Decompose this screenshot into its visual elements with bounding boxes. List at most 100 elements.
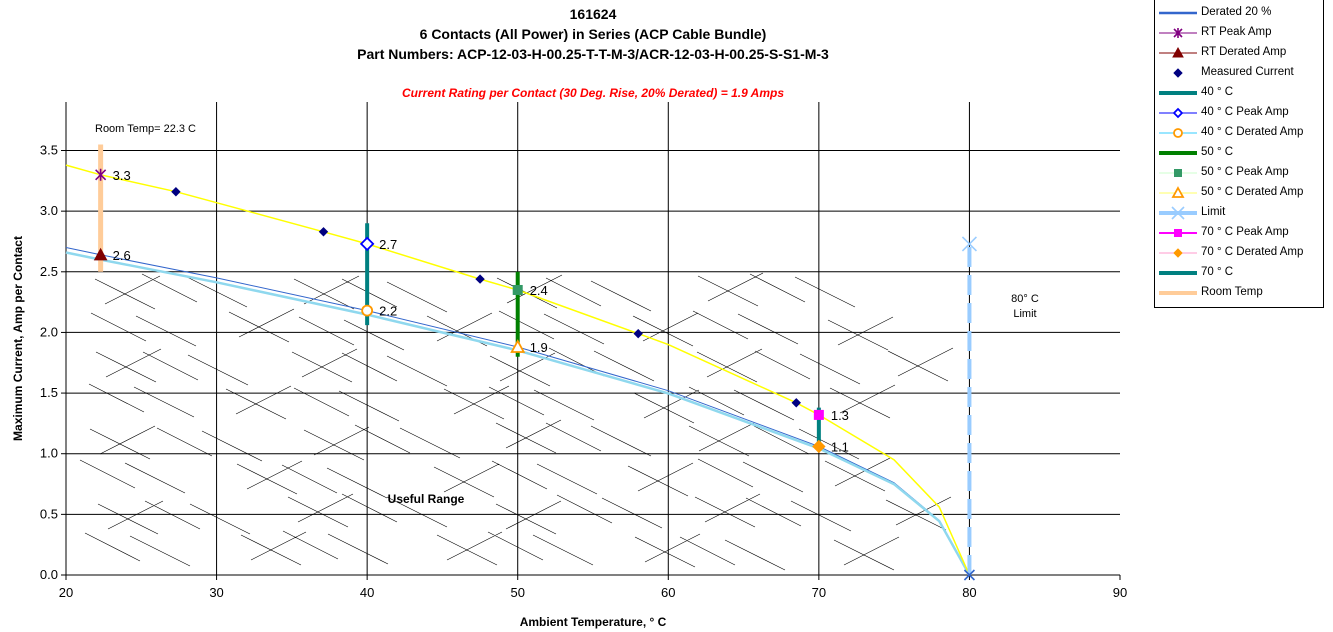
legend-symbol-10 bbox=[1159, 206, 1197, 220]
legend-item-14: Room Temp bbox=[1155, 283, 1325, 303]
x-tick-label-80: 80 bbox=[962, 585, 976, 600]
legend-item-6: 40 ° C Derated Amp bbox=[1155, 123, 1325, 143]
derated-40-point bbox=[361, 304, 374, 317]
legend-marker-1-shape bbox=[1173, 28, 1183, 38]
legend-item-2: RT Derated Amp bbox=[1155, 43, 1325, 63]
x-tick-label-30: 30 bbox=[209, 585, 223, 600]
series-limit-marker-bottom bbox=[963, 569, 975, 581]
peak-40-point-shape bbox=[359, 236, 375, 252]
legend-marker-2-shape bbox=[1172, 46, 1184, 58]
legend-marker-11 bbox=[1174, 229, 1182, 237]
data-label-2: 2.7 bbox=[379, 237, 397, 252]
measured-point-3-shape bbox=[633, 328, 643, 339]
x-tick-label-90: 90 bbox=[1113, 585, 1127, 600]
legend-symbol-3 bbox=[1173, 68, 1183, 78]
legend-label-7: 50 ° C bbox=[1201, 146, 1234, 158]
legend-marker-12 bbox=[1173, 248, 1183, 258]
legend-label-8: 50 ° C Peak Amp bbox=[1201, 166, 1289, 178]
y-tick-label-3.0: 3.0 bbox=[40, 203, 58, 218]
y-tick-label-3.5: 3.5 bbox=[40, 143, 58, 158]
chart-title-line-2: 6 Contacts (All Power) in Series (ACP Ca… bbox=[419, 26, 767, 42]
legend-marker-8 bbox=[1174, 169, 1182, 177]
data-label-6: 1.3 bbox=[831, 408, 849, 423]
legend-marker-9 bbox=[1171, 186, 1185, 198]
legend-label-12: 70 ° C Derated Amp bbox=[1201, 246, 1304, 258]
legend-item-8: 50 ° C Peak Amp bbox=[1155, 163, 1325, 183]
legend-symbol-14 bbox=[1159, 291, 1197, 295]
legend-marker-10 bbox=[1171, 206, 1185, 220]
annotation-useful-range: Useful Range bbox=[388, 492, 465, 506]
legend-label-5: 40 ° C Peak Amp bbox=[1201, 106, 1289, 118]
peak-50-point bbox=[512, 284, 523, 295]
measured-point-2 bbox=[475, 274, 485, 284]
legend-symbol-6 bbox=[1159, 128, 1197, 138]
measured-point-1 bbox=[318, 227, 329, 237]
peak-70-point-shape bbox=[813, 409, 824, 420]
measured-point-1-shape bbox=[318, 227, 329, 237]
legend-symbol-5 bbox=[1159, 107, 1197, 119]
legend-item-9: 50 ° C Derated Amp bbox=[1155, 183, 1325, 203]
legend-label-9: 50 ° C Derated Amp bbox=[1201, 186, 1304, 198]
chart-title-line-1: 161624 bbox=[569, 6, 617, 22]
derated-70-point-shape bbox=[812, 439, 826, 454]
legend-symbol-8 bbox=[1159, 169, 1197, 177]
legend-marker-6-shape bbox=[1173, 128, 1183, 138]
legend-label-13: 70 ° C bbox=[1201, 266, 1234, 278]
legend-symbol-0 bbox=[1159, 11, 1197, 15]
y-tick-label-0.5: 0.5 bbox=[40, 506, 58, 521]
series-derated-20-shade bbox=[65, 251, 971, 576]
y-tick-label-2.5: 2.5 bbox=[40, 264, 58, 279]
derated-70-point bbox=[812, 439, 826, 454]
legend-label-4: 40 ° C bbox=[1201, 86, 1234, 98]
legend-label-6: 40 ° C Derated Amp bbox=[1201, 126, 1304, 138]
legend-symbol-1 bbox=[1159, 28, 1197, 38]
legend-label-1: RT Peak Amp bbox=[1201, 26, 1272, 38]
measured-point-3 bbox=[633, 328, 643, 339]
legend-marker-10-shape bbox=[1171, 206, 1185, 220]
legend-marker-8-shape bbox=[1174, 169, 1182, 177]
data-label-1: 2.6 bbox=[113, 248, 131, 263]
measured-point-0 bbox=[171, 187, 181, 197]
legend-marker-2 bbox=[1172, 46, 1184, 58]
x-tick-label-60: 60 bbox=[661, 585, 675, 600]
chart-title-line-3: Part Numbers: ACP-12-03-H-00.25-T-T-M-3/… bbox=[357, 46, 829, 62]
legend-symbol-4 bbox=[1159, 91, 1197, 95]
measured-point-0-shape bbox=[171, 187, 181, 197]
legend-item-13: 70 ° C bbox=[1155, 263, 1325, 283]
derated-40-point-shape bbox=[361, 304, 374, 317]
y-tick-label-1.0: 1.0 bbox=[40, 446, 58, 461]
y-tick-label-1.5: 1.5 bbox=[40, 385, 58, 400]
legend-symbol-9 bbox=[1159, 186, 1197, 198]
measured-point-4-shape bbox=[791, 398, 801, 408]
legend-marker-9-shape bbox=[1171, 186, 1185, 198]
x-tick-label-70: 70 bbox=[812, 585, 826, 600]
data-label-4: 2.4 bbox=[530, 283, 548, 298]
peak-70-point bbox=[813, 409, 824, 420]
y-tick-label-0.0: 0.0 bbox=[40, 567, 58, 582]
annotation-80c: 80° C bbox=[1011, 293, 1039, 305]
legend-item-5: 40 ° C Peak Amp bbox=[1155, 103, 1325, 123]
x-axis-label: Ambient Temperature, ° C bbox=[520, 615, 667, 629]
legend-item-7: 50 ° C bbox=[1155, 143, 1325, 163]
rt-derated-point-shape bbox=[93, 247, 108, 261]
legend-marker-5-shape bbox=[1172, 107, 1184, 119]
legend-symbol-13 bbox=[1159, 271, 1197, 275]
rt-peak-point bbox=[95, 168, 107, 181]
legend-label-14: Room Temp bbox=[1201, 286, 1263, 298]
x-tick-label-40: 40 bbox=[360, 585, 374, 600]
measured-point-2-shape bbox=[475, 274, 485, 284]
rt-peak-point-shape bbox=[95, 168, 107, 181]
peak-40-point bbox=[359, 236, 375, 252]
legend-item-12: 70 ° C Derated Amp bbox=[1155, 243, 1325, 263]
legend-item-0: Derated 20 % bbox=[1155, 3, 1325, 23]
series-limit-marker-top-shape bbox=[961, 236, 977, 252]
derated-50-point bbox=[510, 339, 526, 353]
measured-point-4 bbox=[791, 398, 801, 408]
legend-item-10: Limit bbox=[1155, 203, 1325, 223]
legend-symbol-7 bbox=[1159, 151, 1197, 155]
annotation-limit: Limit bbox=[1013, 308, 1036, 320]
legend-marker-5 bbox=[1172, 107, 1184, 119]
series-limit-marker-top bbox=[961, 236, 977, 252]
legend-label-10: Limit bbox=[1201, 206, 1226, 218]
